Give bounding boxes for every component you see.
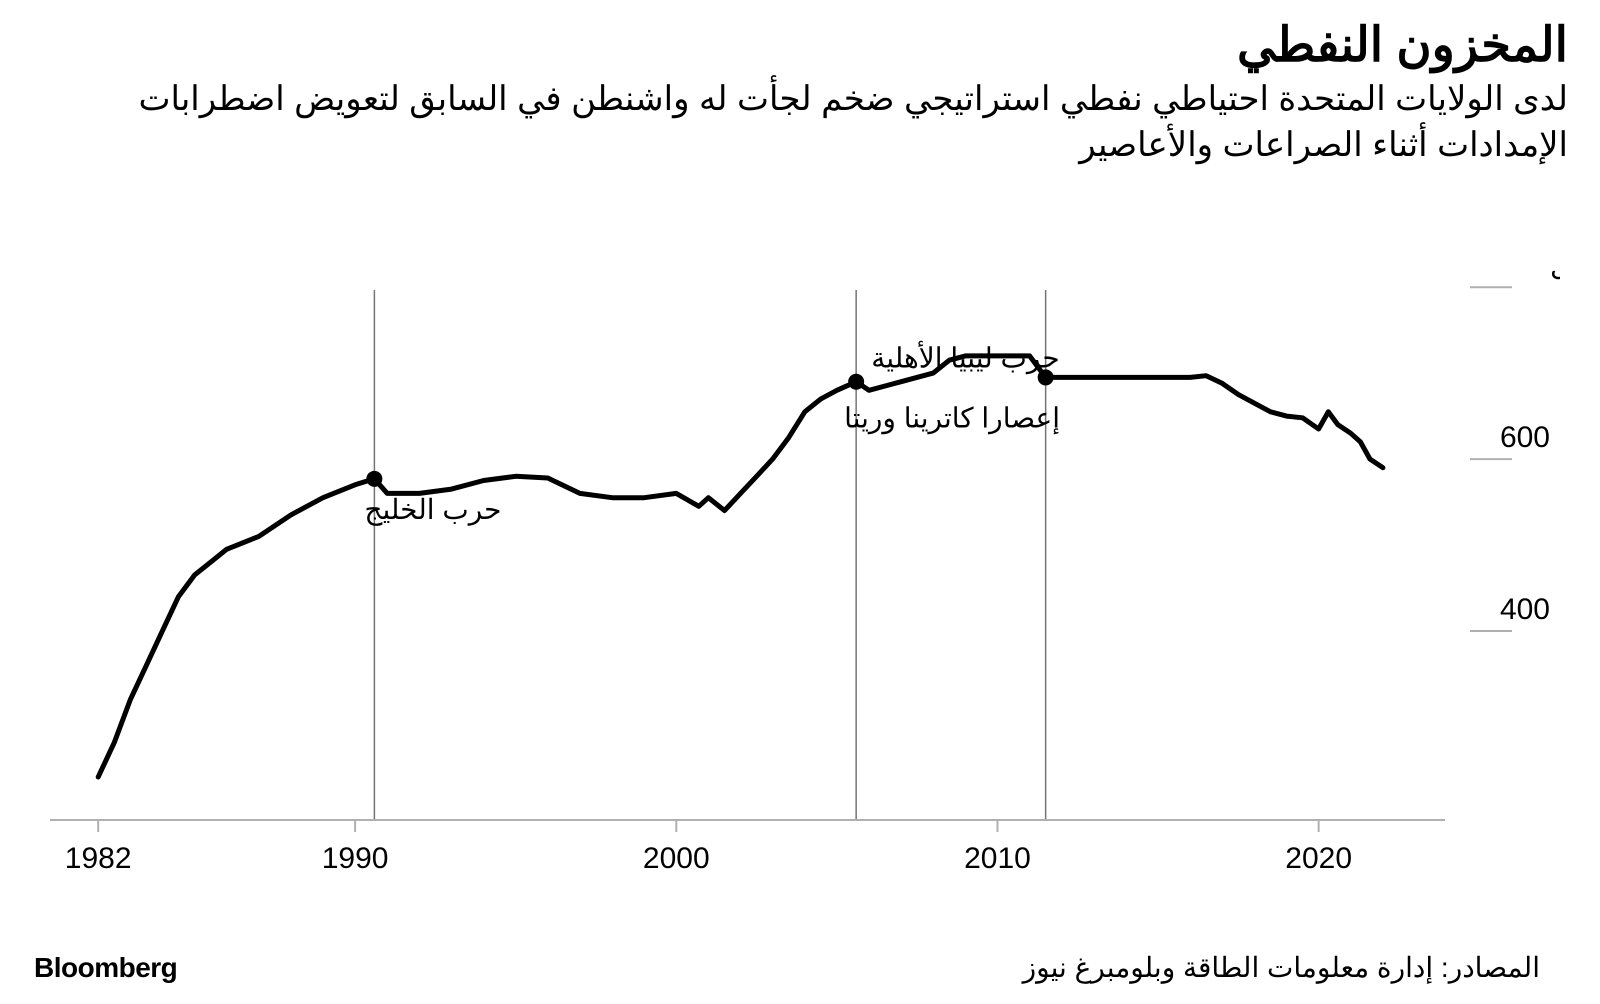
- svg-text:800 مليون برميل: 800 مليون برميل: [1550, 250, 1560, 282]
- svg-text:حرب ليبيا الأهلية: حرب ليبيا الأهلية: [871, 340, 1059, 374]
- chart-container: 400 600 800 مليون برميل 1982 1990 2000 2010 202…: [50, 240, 1560, 890]
- brand-label: Bloomberg: [34, 952, 177, 984]
- svg-text:2000: 2000: [643, 842, 710, 875]
- svg-text:1990: 1990: [322, 842, 389, 875]
- line-chart: 400 600 800 مليون برميل 1982 1990 2000 2010 202…: [50, 240, 1560, 890]
- svg-text:إعصارا كاترينا وريتا: إعصارا كاترينا وريتا: [844, 403, 1060, 435]
- chart-subtitle: لدى الولايات المتحدة احتياطي نفطي استرات…: [32, 77, 1568, 169]
- source-label: المصادر: إدارة معلومات الطاقة وبلومبرغ ن…: [1023, 951, 1540, 984]
- chart-footer: Bloomberg المصادر: إدارة معلومات الطاقة …: [34, 951, 1540, 984]
- svg-text:حرب الخليج: حرب الخليج: [364, 494, 501, 526]
- svg-text:600: 600: [1500, 421, 1550, 454]
- chart-header: المخزون النفطي لدى الولايات المتحدة احتي…: [32, 20, 1568, 169]
- svg-text:2010: 2010: [964, 842, 1031, 875]
- svg-text:1982: 1982: [65, 842, 132, 875]
- svg-text:400: 400: [1500, 593, 1550, 626]
- chart-title: المخزون النفطي: [32, 20, 1568, 73]
- svg-text:2020: 2020: [1285, 842, 1352, 875]
